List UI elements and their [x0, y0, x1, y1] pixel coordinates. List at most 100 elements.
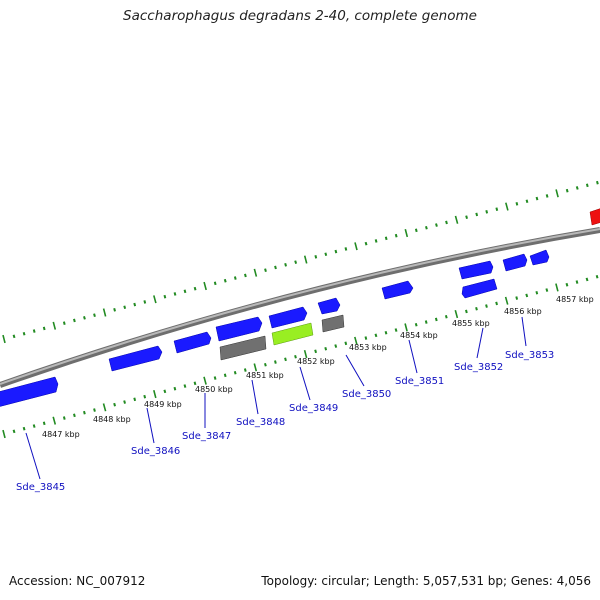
minor-tick	[384, 330, 388, 335]
minor-tick	[485, 210, 489, 214]
minor-tick	[62, 321, 66, 325]
minor-tick	[12, 334, 16, 339]
minor-tick	[42, 326, 46, 331]
gene-sde-3847[interactable]	[173, 331, 212, 354]
gene-sde-3848-pseudo[interactable]	[219, 335, 267, 361]
leader-line	[299, 366, 311, 401]
gene-sde-3849-highlight[interactable]	[271, 322, 314, 346]
minor-tick	[394, 233, 398, 238]
genes-forward-strand	[0, 208, 600, 407]
gene-label-sde-3846[interactable]: Sde_3846	[131, 446, 180, 457]
accession-text: Accession: NC_007912	[9, 574, 146, 588]
kbp-label: 4849 kbp	[144, 400, 182, 409]
gene-leader-lines	[25, 316, 527, 480]
kbp-label: 4851 kbp	[246, 371, 284, 380]
minor-tick	[495, 301, 498, 306]
minor-tick	[324, 346, 328, 351]
gene-label-sde-3852[interactable]: Sde_3852	[454, 362, 503, 373]
outer-tick-row	[2, 180, 599, 344]
minor-tick	[42, 421, 46, 426]
minor-tick	[465, 309, 468, 314]
kbp-labels: 4847 kbp 4848 kbp 4849 kbp 4850 kbp 4851…	[42, 295, 594, 439]
kbp-label: 4850 kbp	[195, 385, 233, 394]
leader-line	[345, 354, 365, 387]
gene-label-sde-3848[interactable]: Sde_3848	[236, 417, 285, 428]
gene-label-sde-3853[interactable]: Sde_3853	[505, 350, 554, 361]
minor-tick	[575, 186, 579, 190]
gene-label-sde-3845[interactable]: Sde_3845	[16, 482, 65, 493]
major-tick	[354, 242, 358, 251]
minor-tick	[485, 304, 488, 308]
minor-tick	[264, 268, 267, 272]
kbp-label: 4854 kbp	[400, 331, 438, 340]
kbp-label: 4848 kbp	[93, 415, 131, 424]
minor-tick	[133, 302, 137, 307]
minor-tick	[475, 306, 478, 311]
major-tick	[404, 323, 408, 332]
major-tick	[253, 363, 258, 372]
minor-tick	[244, 273, 247, 278]
minor-tick	[113, 308, 116, 312]
minor-tick	[444, 314, 448, 319]
gene-labels: Sde_3845 Sde_3846 Sde_3847 Sde_3848 Sde_…	[16, 350, 554, 493]
gene-label-sde-3851[interactable]: Sde_3851	[395, 376, 444, 387]
gene-label-sde-3847[interactable]: Sde_3847	[182, 431, 231, 442]
minor-tick	[344, 247, 348, 251]
leader-line	[521, 316, 527, 347]
gene-sde-3850[interactable]	[317, 297, 341, 315]
kbp-label: 4856 kbp	[504, 307, 542, 316]
major-tick	[2, 334, 6, 344]
minor-tick	[173, 292, 177, 296]
minor-tick	[364, 336, 368, 340]
major-tick	[102, 308, 107, 317]
gene-sde-3853[interactable]	[502, 253, 528, 272]
minor-tick	[233, 370, 237, 375]
gene-sde-3851[interactable]	[381, 280, 414, 300]
minor-tick	[22, 331, 26, 336]
gene-label-sde-3849[interactable]: Sde_3849	[289, 403, 338, 414]
minor-tick	[374, 333, 378, 338]
minor-tick	[113, 402, 116, 407]
minor-tick	[545, 194, 549, 198]
minor-tick	[374, 239, 378, 243]
minor-tick	[284, 263, 287, 267]
minor-tick	[525, 293, 529, 298]
leader-line	[408, 339, 418, 374]
minor-tick	[475, 212, 479, 217]
minor-tick	[535, 196, 539, 201]
minor-tick	[294, 354, 297, 359]
minor-tick	[384, 236, 388, 241]
minor-tick	[274, 360, 277, 364]
gene-sde-3852b[interactable]	[461, 278, 498, 299]
gene-sde-3854[interactable]	[529, 249, 550, 266]
minor-tick	[143, 394, 147, 399]
gene-sde-3849[interactable]	[268, 306, 308, 329]
minor-tick	[435, 223, 438, 227]
kbp-label: 4857 kbp	[556, 295, 594, 304]
gene-sde-3846[interactable]	[108, 345, 163, 372]
minor-tick	[284, 357, 287, 362]
minor-tick	[123, 305, 127, 310]
gene-sde-3852[interactable]	[458, 260, 494, 280]
topology-text: Topology: circular; Length: 5,057,531 bp…	[261, 574, 591, 588]
leader-line	[25, 432, 41, 480]
minor-tick	[22, 426, 26, 431]
major-tick	[454, 215, 459, 224]
minor-tick	[163, 389, 167, 394]
gene-rna[interactable]	[589, 208, 600, 226]
major-tick	[303, 255, 308, 264]
gene-sde-3848[interactable]	[215, 316, 263, 342]
major-tick	[203, 376, 207, 385]
minor-tick	[73, 318, 76, 323]
gene-sde-3845[interactable]	[0, 376, 59, 407]
kbp-label: 4853 kbp	[349, 343, 387, 352]
minor-tick	[73, 413, 76, 418]
gene-sde-3850-pseudo[interactable]	[321, 314, 345, 333]
minor-tick	[535, 290, 539, 295]
gene-label-sde-3850[interactable]: Sde_3850	[342, 389, 391, 400]
minor-tick	[414, 322, 418, 327]
minor-tick	[515, 296, 519, 300]
minor-tick	[565, 188, 569, 193]
minor-tick	[465, 215, 468, 219]
